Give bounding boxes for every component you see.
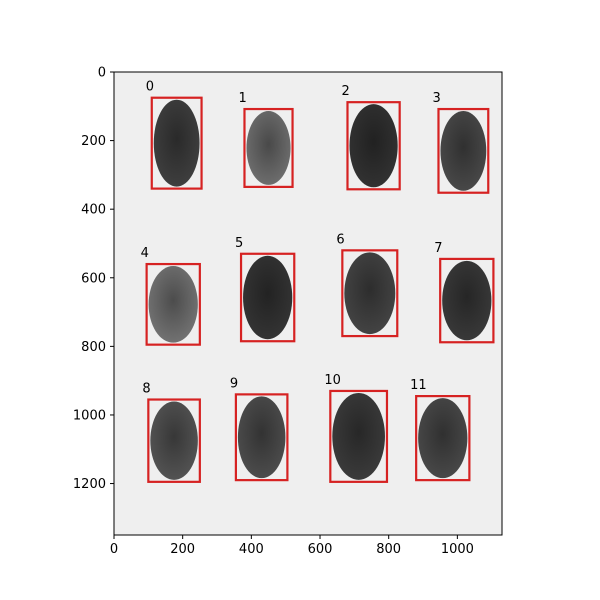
seed-shade-3 xyxy=(440,111,487,191)
box-label-11: 11 xyxy=(410,378,427,393)
box-label-7: 7 xyxy=(434,241,442,256)
y-tick-label: 200 xyxy=(81,134,106,149)
y-tick-label: 1200 xyxy=(73,477,106,492)
bounding-box-9 xyxy=(234,393,289,482)
seed-shade-4 xyxy=(148,266,198,343)
bounding-box-4 xyxy=(145,262,201,346)
seed-shade-9 xyxy=(237,396,286,479)
box-label-2: 2 xyxy=(341,84,349,99)
bounding-box-0 xyxy=(150,96,203,190)
seed-shade-2 xyxy=(349,104,398,188)
bounding-box-2 xyxy=(346,101,401,191)
box-label-6: 6 xyxy=(336,232,344,247)
bounding-box-10 xyxy=(329,389,389,483)
bounding-box-1 xyxy=(243,107,294,188)
seed-shade-1 xyxy=(246,111,291,185)
bounding-box-3 xyxy=(437,107,490,194)
x-tick-label: 0 xyxy=(110,542,118,557)
box-label-5: 5 xyxy=(235,236,243,251)
seed-shade-10 xyxy=(332,392,385,480)
box-label-8: 8 xyxy=(142,382,150,397)
y-tick-label: 600 xyxy=(81,271,106,286)
box-label-0: 0 xyxy=(146,80,154,95)
detection-boxes: 0 1 2 3 4 5 6 7 8 9 10 11 xyxy=(141,80,495,483)
axes: 0 200 400 600 800 1000 0 200 400 600 800 1000 1200 xyxy=(73,66,503,557)
seed-shade-8 xyxy=(150,401,198,480)
seed-shade-6 xyxy=(344,252,396,335)
axes-frame xyxy=(113,71,503,536)
x-tick-label: 800 xyxy=(376,542,401,557)
box-label-9: 9 xyxy=(230,376,238,391)
y-tick-label: 1000 xyxy=(73,408,106,423)
seed-shade-11 xyxy=(418,398,468,479)
seed-shade-7 xyxy=(442,260,492,341)
x-tick-label: 1000 xyxy=(441,542,474,557)
bounding-box-7 xyxy=(439,257,495,344)
y-tick-label: 400 xyxy=(81,203,106,218)
x-tick-label: 600 xyxy=(308,542,333,557)
seed-shade-5 xyxy=(243,255,293,340)
photo-image xyxy=(114,72,502,535)
seed-shade-0 xyxy=(153,99,200,187)
bounding-box-8 xyxy=(147,398,201,483)
y-tick-label: 0 xyxy=(98,66,106,81)
box-label-3: 3 xyxy=(432,91,440,106)
bounding-box-5 xyxy=(239,252,296,343)
x-tick-label: 400 xyxy=(239,542,264,557)
y-tick-label: 800 xyxy=(81,340,106,355)
box-label-1: 1 xyxy=(238,91,246,106)
x-tick-label: 200 xyxy=(170,542,195,557)
bounding-box-6 xyxy=(341,249,399,338)
box-label-10: 10 xyxy=(324,373,341,388)
box-label-4: 4 xyxy=(141,246,149,261)
bounding-box-11 xyxy=(415,395,471,482)
